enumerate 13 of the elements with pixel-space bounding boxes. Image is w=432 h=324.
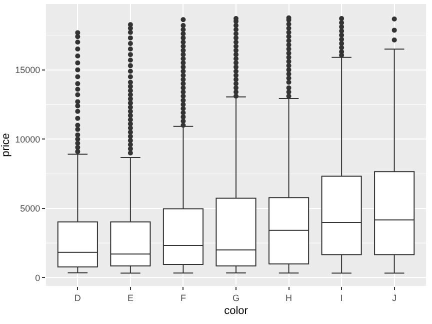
y-tick-label: 5000 — [20, 204, 40, 214]
x-axis-title: color — [224, 305, 248, 317]
x-tick-label: I — [340, 292, 343, 303]
y-tick-label: 15000 — [15, 64, 40, 75]
y-tick-label: 0 — [35, 272, 40, 283]
x-tick-label: G — [232, 292, 240, 303]
y-axis-title: price — [0, 133, 12, 157]
y-tick-label: 10000 — [15, 134, 40, 144]
x-tick-label: E — [127, 292, 134, 303]
x-tick-label: H — [286, 292, 292, 303]
x-tick-label: F — [180, 292, 186, 303]
x-tick-label: J — [392, 292, 397, 303]
x-tick-label: D — [74, 292, 82, 303]
